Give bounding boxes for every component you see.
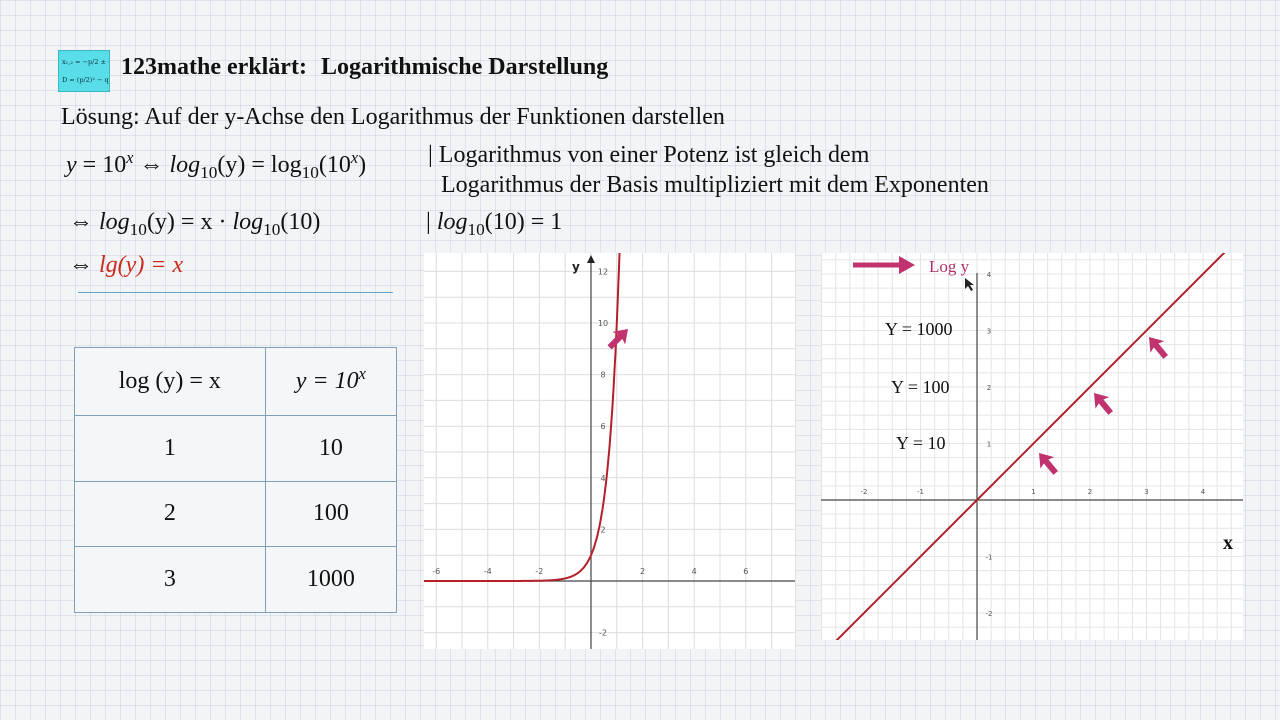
equation-2-note: | log10(10) = 1 [426,209,563,240]
equation-2: ⇔ log10(y) = x · log10(10) [69,209,321,240]
formula-logo: x₁,₂ = −p/2 ± √D D = (p/2)² − q [58,50,110,92]
table-header-row: log (y) = x y = 10x [74,347,398,416]
equation-1: y = 10x ⇔ log10(y) = log10(10x) [66,148,367,183]
solution-text: Lösung: Auf der y-Achse den Logarithmus … [61,104,725,130]
table-cell: 3 [74,546,266,613]
x-tick-label: 2 [640,567,645,576]
pointer-arrow-icon [1039,453,1059,475]
y-tick-label: 3 [987,328,991,336]
y-axis-label: y [572,260,580,274]
table-cell: 1000 [264,546,398,613]
log-graph: -2 -1 1 2 3 4 4 3 2 1 -1 -2 Log y Y = 1000 Y = 100 … [821,253,1243,640]
y-tick-label: 6 [600,422,605,431]
x-tick-label: 6 [743,567,748,576]
x-tick-label: 4 [692,567,697,576]
y-tick-label: -2 [986,610,993,618]
x-axis-label: x [1223,532,1233,554]
annotation-y100: Y = 100 [891,377,949,397]
grid [424,253,795,649]
exponential-curve [424,253,621,582]
y-tick-label: 2 [987,384,991,392]
x-tick-label: -2 [861,488,868,496]
pointer-arrow-icon [1094,393,1114,415]
annotation-y1000: Y = 1000 [885,319,952,339]
table-cell: 1 [74,414,266,482]
axes [821,273,1243,640]
pointer-arrow-icon [607,329,628,350]
annotation-y10: Y = 10 [896,433,945,453]
table-cell: 2 [74,480,266,548]
table-header-log: log (y) = x [74,347,266,416]
note-line-2: Logarithmus der Basis multipliziert mit … [441,172,989,198]
tick-labels: -2 -1 1 2 3 4 4 3 2 1 -1 -2 [861,271,1206,618]
topic-label: Logarithmische Darstellung [320,54,609,80]
table-row: 3 1000 [74,546,398,613]
y-tick-label: 4 [600,474,605,483]
logo-line-2: D = (p/2)² − q [62,76,109,84]
table-row: 1 10 [74,414,398,482]
x-tick-label: -4 [484,567,492,576]
big-arrow-icon [853,256,915,274]
tick-labels: -6 -4 -2 2 4 6 12 10 8 6 4 2 -2 [432,267,748,637]
x-tick-label: -1 [917,488,924,496]
x-tick-label: 2 [1088,488,1092,496]
y-axis-arrowhead [587,255,595,263]
y-tick-label: 1 [987,441,991,449]
x-tick-label: 4 [1201,488,1206,496]
brand-label: 123mathe erklärt: [121,54,307,80]
log-line [835,253,1226,640]
table-header-pow: y = 10x [264,347,398,416]
logo-line-1: x₁,₂ = −p/2 ± √D [62,58,109,66]
value-table: log (y) = x y = 10x 1 10 2 100 3 1000 [74,347,398,613]
equation-3: ⇔ lg(y) = x [69,252,184,278]
table-cell: 100 [264,480,398,548]
y-tick-label: -2 [599,629,607,638]
y-tick-label: -1 [986,554,993,562]
pointer-arrow-icon [1149,337,1169,359]
x-tick-label: -2 [535,567,543,576]
x-tick-label: -6 [432,567,440,576]
table-row: 2 100 [74,480,398,548]
exponential-graph: -6 -4 -2 2 4 6 12 10 8 6 4 2 -2 y [424,253,795,649]
y-tick-label: 8 [600,371,605,380]
cursor-icon [965,278,974,291]
separator-line [78,292,393,293]
x-tick-label: 1 [1031,488,1035,496]
y-tick-label: 4 [987,271,992,279]
note-line-1: | Logarithmus von einer Potenz ist gleic… [428,142,870,168]
log-y-label: Log y [929,257,970,276]
y-tick-label: 12 [598,267,608,276]
table-cell: 10 [264,414,398,482]
y-tick-label: 10 [598,319,608,328]
x-tick-label: 3 [1144,488,1148,496]
y-tick-label: 2 [600,525,605,534]
grid [821,253,1243,640]
page-title: 123mathe erklärt: Logarithmische Darstell… [121,54,608,81]
